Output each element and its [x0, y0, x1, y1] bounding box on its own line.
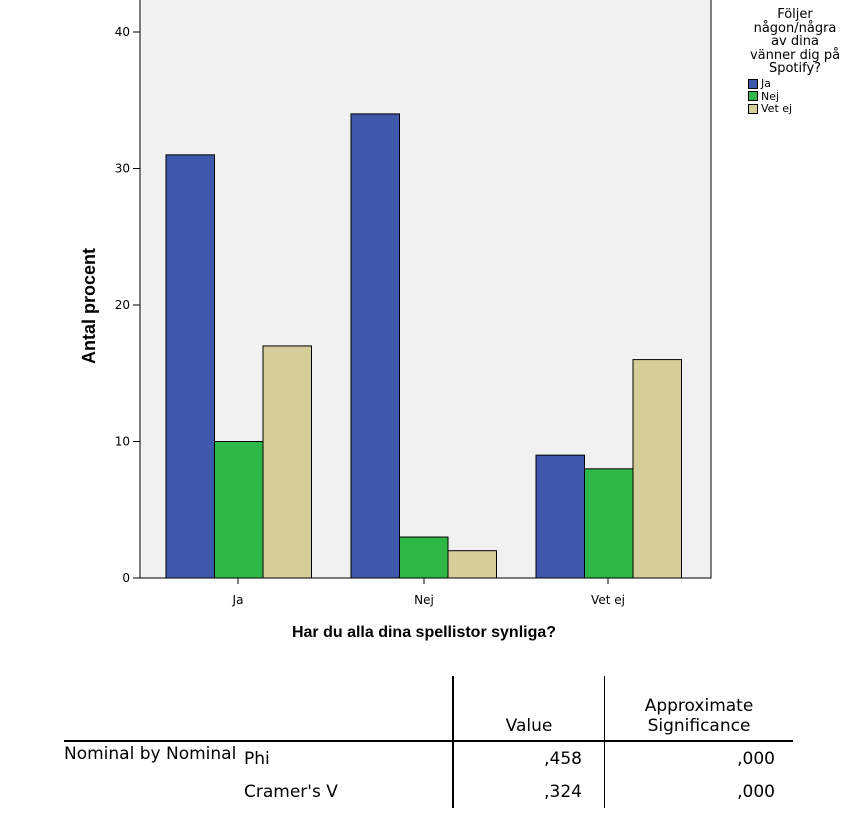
bar-nej-nej — [399, 536, 449, 579]
legend: Följer någon/några av dina vänner dig på… — [740, 8, 850, 115]
bars — [165, 113, 682, 579]
x-axis-label: Har du alla dina spellistor synliga? — [292, 624, 556, 641]
y-tick-label: 0 — [122, 571, 130, 585]
x-axis: Ja Nej Vet ej — [232, 578, 625, 607]
table-row: Cramer's V ,324 ,000 — [64, 775, 793, 808]
row-label: Cramer's V — [244, 781, 338, 802]
row-significance: ,000 — [604, 740, 793, 775]
table-row: Nominal by Nominal Phi ,458 ,000 — [64, 740, 793, 808]
x-tick-label: Nej — [414, 593, 434, 607]
legend-item: Ja — [748, 77, 850, 91]
legend-title: Följer någon/några av dina vänner dig på… — [749, 7, 841, 76]
y-tick-label: 10 — [115, 435, 130, 449]
table-header-row: Value Approximate Significance — [64, 676, 793, 741]
legend-items: Ja Nej Vet ej — [748, 77, 850, 116]
legend-item: Nej — [748, 90, 850, 103]
row-group-label: Nominal by Nominal — [64, 740, 244, 808]
legend-label: Ja — [761, 77, 771, 91]
y-axis: 0 10 20 30 40 — [115, 25, 140, 585]
y-axis-label: Antal procent — [79, 248, 99, 364]
bar-nej-vet-ej — [447, 550, 497, 579]
x-tick-label: Vet ej — [591, 593, 625, 607]
bar-ja-ja — [165, 154, 215, 579]
bar-vet-ej-ja — [535, 454, 585, 579]
bar-chart: 0 10 20 30 40 Ja Nej Vet ej Antal procent Har … — [79, 0, 712, 641]
legend-swatch — [748, 78, 758, 89]
legend-label: Nej — [761, 89, 780, 103]
bar-ja-nej — [214, 441, 264, 579]
header-cell-empty-2 — [244, 676, 453, 741]
header-cell-empty-1 — [64, 676, 244, 741]
row-label: Phi — [244, 740, 453, 775]
y-tick-label: 30 — [115, 162, 130, 176]
y-tick-label: 40 — [115, 25, 130, 39]
row-value: ,458 — [452, 740, 605, 775]
bar-vet-ej-vet-ej — [632, 359, 682, 579]
header-approx-significance: Approximate Significance — [604, 676, 793, 741]
legend-swatch — [748, 91, 758, 102]
row-significance: ,000 — [604, 775, 793, 808]
x-tick-label: Ja — [232, 593, 244, 607]
legend-swatch — [748, 103, 758, 114]
header-value: Value — [452, 676, 605, 741]
bar-vet-ej-nej — [584, 468, 634, 579]
legend-label: Vet ej — [761, 102, 793, 116]
bar-ja-vet-ej — [262, 345, 312, 579]
symmetric-measures-table: Value Approximate Significance Nominal b… — [64, 676, 793, 808]
bar-nej-ja — [350, 113, 400, 579]
y-tick-label: 20 — [115, 298, 130, 312]
legend-item: Vet ej — [748, 102, 850, 116]
row-value: ,324 — [452, 775, 605, 808]
